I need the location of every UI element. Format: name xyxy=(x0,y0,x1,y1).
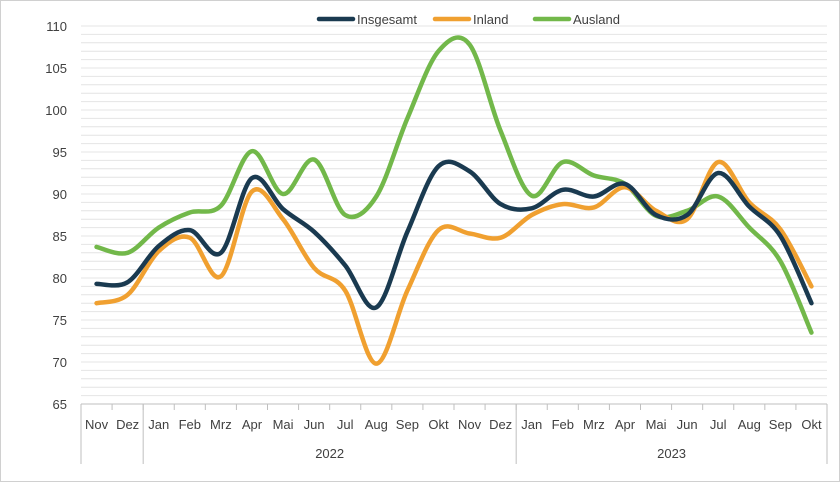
x-tick-label: Nov xyxy=(458,417,482,432)
series-line-insgesamt xyxy=(94,159,814,311)
x-tick-label: Apr xyxy=(242,417,263,432)
x-tick-label: Aug xyxy=(365,417,388,432)
x-tick-label: Dez xyxy=(116,417,139,432)
legend: Insgesamt Inland Ausland xyxy=(316,12,620,27)
tick-labels: 65 70 75 80 85 90 95 100 105 110 Nov Dez Jan Feb Mrz Ap… xyxy=(45,19,822,461)
x-tick-label: Okt xyxy=(428,417,449,432)
y-tick-label: 90 xyxy=(53,187,67,202)
y-tick-label: 75 xyxy=(53,313,67,328)
x-tick-label: Jun xyxy=(677,417,698,432)
gridlines xyxy=(81,25,827,405)
x-tick-label: Nov xyxy=(85,417,109,432)
x-tick-label: Aug xyxy=(738,417,761,432)
x-tick-label: Jul xyxy=(710,417,727,432)
x-tick-label: Mai xyxy=(273,417,294,432)
x-tick-label: Okt xyxy=(801,417,822,432)
x-tick-label: Feb xyxy=(179,417,201,432)
y-tick-label: 65 xyxy=(53,397,67,412)
y-tick-label: 70 xyxy=(53,355,67,370)
x-tick-label: Apr xyxy=(615,417,636,432)
y-tick-label: 100 xyxy=(45,103,67,118)
series-line-inland xyxy=(94,159,814,366)
legend-label-insgesamt: Insgesamt xyxy=(357,12,417,27)
x-tick-label: Jun xyxy=(304,417,325,432)
x-tick-label: Mrz xyxy=(583,417,605,432)
series-lines xyxy=(94,35,814,366)
y-tick-label: 110 xyxy=(46,19,67,34)
year-label: 2022 xyxy=(315,446,344,461)
y-tick-label: 95 xyxy=(53,145,67,160)
x-tick-label: Sep xyxy=(769,417,792,432)
x-tick-label: Jan xyxy=(148,417,169,432)
year-label: 2023 xyxy=(657,446,686,461)
x-tick-label: Mai xyxy=(646,417,667,432)
x-tick-label: Jul xyxy=(337,417,354,432)
y-tick-label: 80 xyxy=(53,271,67,286)
x-tick-label: Jan xyxy=(521,417,542,432)
series-line-ausland xyxy=(94,35,814,335)
legend-label-inland: Inland xyxy=(473,12,508,27)
y-tick-label: 85 xyxy=(53,229,67,244)
x-tick-label: Mrz xyxy=(210,417,232,432)
x-tick-label: Dez xyxy=(489,417,512,432)
x-tick-label: Feb xyxy=(552,417,574,432)
y-tick-label: 105 xyxy=(45,61,67,76)
legend-label-ausland: Ausland xyxy=(573,12,620,27)
x-tick-label: Sep xyxy=(396,417,419,432)
axes xyxy=(80,403,828,464)
